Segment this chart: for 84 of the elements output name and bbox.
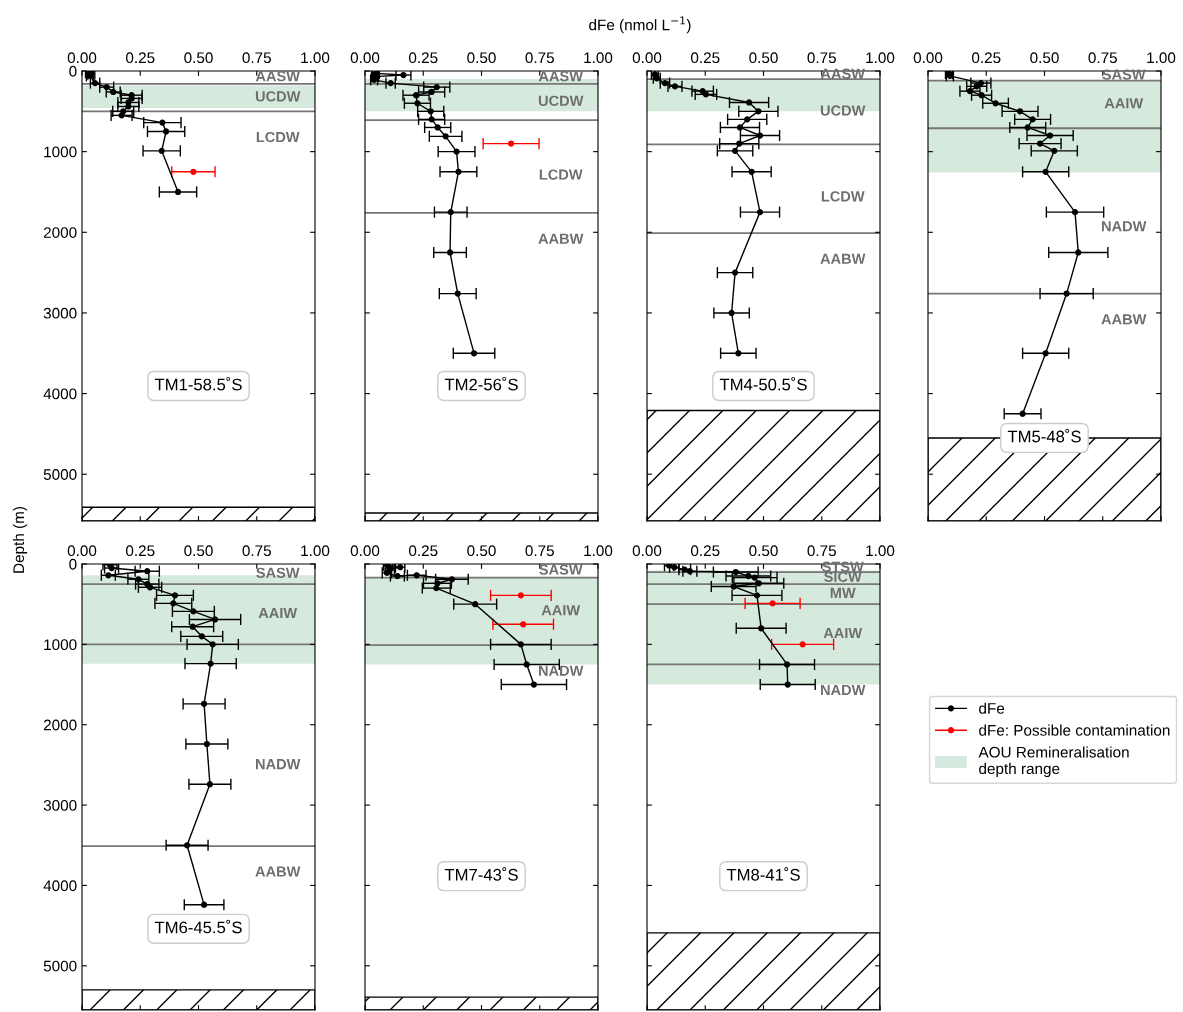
x-tick-label: 0.00 — [913, 52, 943, 64]
annotation: AAIW — [258, 607, 298, 618]
x-tick-label: 0.25 — [125, 52, 155, 64]
x-tick-label: 1.00 — [866, 52, 895, 64]
text: TM8-41˚S — [726, 867, 800, 881]
y-tick-label: 1000 — [44, 146, 77, 158]
annotation: AASW — [255, 71, 300, 82]
annotation: UCDW — [820, 105, 866, 116]
x-tick-label: 0.25 — [408, 545, 438, 557]
x-tick-label: 0.75 — [525, 545, 554, 557]
x-tick-label: 0.50 — [467, 545, 496, 557]
x-tick-label: 0.00 — [632, 545, 662, 557]
annotation: LCDW — [539, 169, 583, 180]
x-tick-label: 0.50 — [1030, 52, 1059, 64]
y-tick-label: 4000 — [43, 880, 77, 892]
legend-label: AOU Remineralisation depth range — [978, 746, 1129, 778]
text: TM1-58.5˚S — [154, 376, 242, 391]
x-tick-label: 0.50 — [467, 52, 496, 64]
x-tick-label: 0.00 — [67, 52, 97, 64]
text: Depth (m) — [12, 506, 28, 573]
x-tick-label: 0.75 — [525, 52, 554, 64]
annotation: UCDW — [538, 95, 584, 106]
legend-label: dFe — [979, 702, 1005, 714]
x-tick-label: 0.75 — [1088, 52, 1117, 64]
annotation: SASW — [1102, 69, 1146, 80]
x-tick-label: 1.00 — [584, 545, 613, 557]
x-tick-label: 0.75 — [807, 545, 836, 557]
annotation: AASW — [538, 71, 583, 82]
x-tick-label: 1.00 — [301, 545, 330, 557]
x-tick-label: 0.00 — [350, 545, 380, 557]
y-tick-label: 3000 — [43, 307, 77, 319]
annotation: AAIW — [541, 605, 581, 616]
annotation: AABW — [820, 253, 866, 264]
x-tick-label: 0.75 — [242, 545, 271, 557]
x-tick-label: 0.50 — [749, 545, 778, 557]
annotation: AABW — [538, 233, 584, 244]
x-tick-label: 0.25 — [125, 545, 155, 557]
annotation: AABW — [255, 866, 301, 877]
y-tick-label: 2000 — [43, 227, 77, 238]
y-tick-label: 1000 — [44, 639, 77, 651]
x-tick-label: 0.50 — [184, 545, 213, 557]
text: TM5-48˚S — [1007, 428, 1081, 443]
x-tick-label: 0.25 — [690, 52, 720, 64]
annotation: MW — [830, 587, 856, 598]
text: dFe (nmol L$^{−1}$) — [589, 16, 691, 34]
annotation: SASW — [256, 567, 300, 578]
y-tick-label: 4000 — [43, 388, 77, 400]
annotation: SASW — [539, 564, 583, 575]
x-tick-label: 1.00 — [584, 52, 613, 64]
annotation: LCDW — [256, 131, 300, 143]
x-tick-label: 1.00 — [301, 52, 330, 64]
annotation: SICW — [824, 571, 862, 582]
x-tick-label: 0.00 — [67, 545, 97, 557]
annotation: AABW — [1101, 314, 1147, 325]
annotation: UCDW — [255, 91, 301, 102]
x-tick-label: 0.50 — [749, 52, 778, 64]
annotation: AAIW — [823, 628, 863, 639]
x-tick-label: 0.50 — [184, 52, 213, 64]
x-tick-label: 0.25 — [408, 52, 438, 64]
annotation: AAIW — [1104, 98, 1144, 109]
text: TM2-56˚S — [444, 376, 518, 391]
legend-label: dFe: Possible contamination — [979, 724, 1170, 736]
text: TM7-43˚S — [444, 867, 518, 881]
x-tick-label: 0.25 — [971, 52, 1001, 64]
annotation: NADW — [821, 684, 866, 695]
y-tick-label: 5000 — [43, 960, 77, 972]
x-tick-label: 1.00 — [1147, 52, 1176, 64]
x-tick-label: 0.00 — [632, 52, 662, 64]
text: TM4-50.5˚S — [719, 376, 807, 391]
x-tick-label: 1.00 — [866, 545, 895, 557]
x-tick-label: 0.75 — [807, 52, 836, 64]
annotation: NADW — [256, 759, 301, 770]
annotation: NADW — [539, 665, 584, 676]
y-tick-label: 0 — [69, 65, 77, 77]
y-tick-label: 3000 — [43, 799, 77, 811]
annotation: NADW — [1102, 221, 1147, 232]
y-tick-label: 2000 — [43, 719, 77, 731]
x-tick-label: 0.25 — [690, 545, 720, 557]
y-tick-label: 5000 — [43, 469, 77, 480]
x-tick-label: 0.00 — [350, 52, 380, 64]
x-tick-label: 0.75 — [242, 52, 271, 64]
annotation: LCDW — [821, 191, 865, 202]
y-tick-label: 0 — [69, 558, 77, 570]
text: TM6-45.5˚S — [154, 919, 242, 934]
